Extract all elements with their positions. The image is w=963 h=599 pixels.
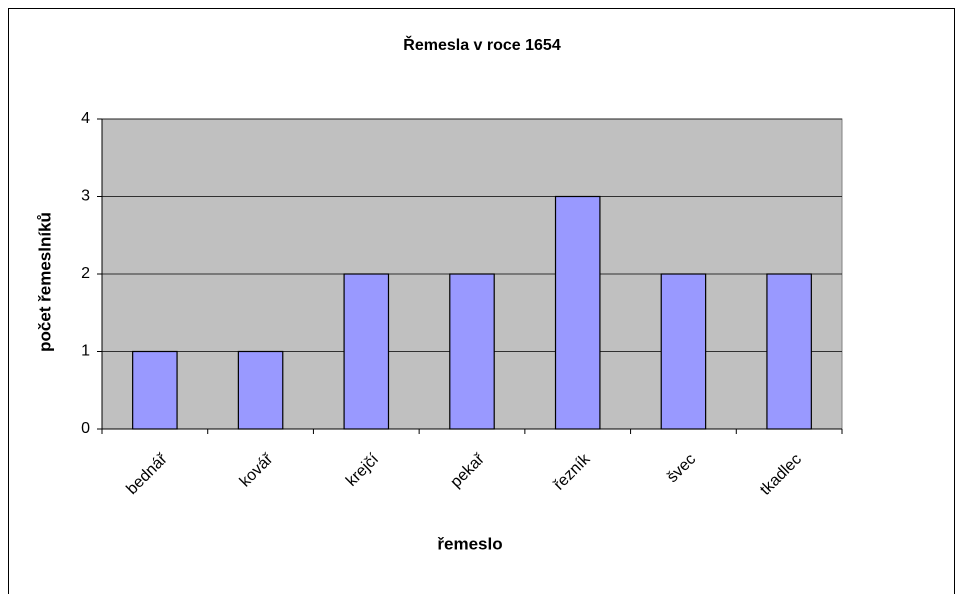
- bar: [343, 273, 390, 430]
- bar: [766, 273, 812, 430]
- chart-title: Řemesla v roce 1654: [403, 35, 561, 54]
- y-tick-label: 2: [81, 265, 90, 282]
- bar: [237, 350, 284, 430]
- y-tick-label: 3: [81, 188, 90, 205]
- y-tick-label: 0: [81, 420, 90, 437]
- bar: [660, 273, 707, 430]
- bar: [449, 273, 495, 430]
- bar: [554, 195, 601, 430]
- y-tick-label: 4: [81, 110, 90, 127]
- y-axis-label: počet řemeslníků: [35, 212, 54, 352]
- bar: [132, 350, 178, 430]
- x-axis-label: řemeslo: [437, 534, 502, 553]
- y-tick-label: 1: [81, 343, 90, 360]
